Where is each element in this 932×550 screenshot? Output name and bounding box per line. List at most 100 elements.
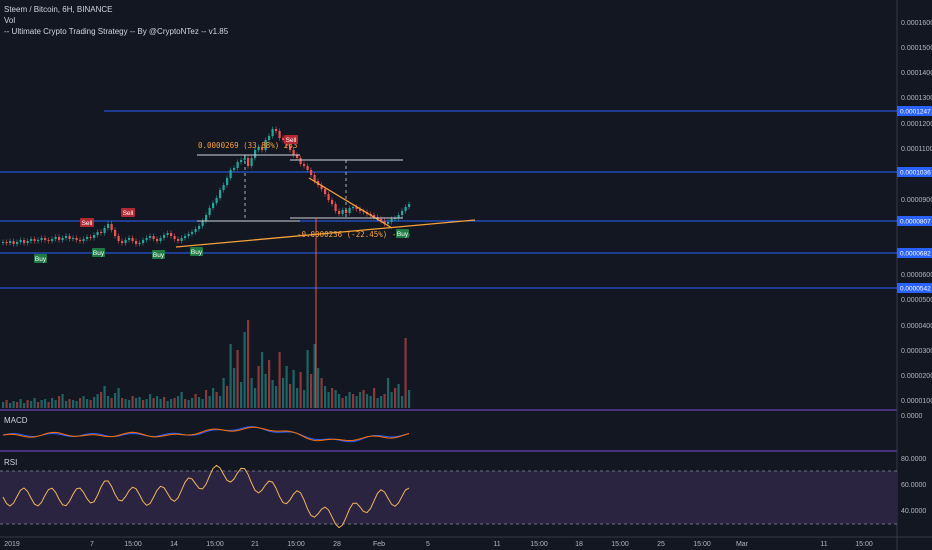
volume-bar[interactable] bbox=[313, 344, 316, 408]
candle[interactable] bbox=[261, 147, 264, 150]
volume-bar[interactable] bbox=[250, 378, 253, 408]
volume-bar[interactable] bbox=[135, 398, 138, 408]
price-level-tag[interactable] bbox=[897, 167, 932, 177]
candle[interactable] bbox=[348, 208, 351, 213]
candle[interactable] bbox=[198, 226, 201, 229]
volume-bar[interactable] bbox=[142, 400, 145, 408]
volume-bar[interactable] bbox=[177, 396, 180, 408]
candle[interactable] bbox=[33, 239, 36, 241]
candle[interactable] bbox=[324, 189, 327, 194]
volume-bar[interactable] bbox=[222, 378, 225, 408]
candle[interactable] bbox=[334, 204, 337, 211]
volume-bar[interactable] bbox=[261, 352, 264, 408]
volume-bar[interactable] bbox=[306, 350, 309, 408]
candle[interactable] bbox=[131, 238, 134, 241]
candle[interactable] bbox=[397, 215, 400, 218]
candle[interactable] bbox=[247, 158, 250, 166]
volume-bar[interactable] bbox=[79, 398, 82, 408]
volume-bar[interactable] bbox=[275, 386, 278, 408]
candle[interactable] bbox=[236, 162, 239, 168]
candle[interactable] bbox=[240, 160, 243, 162]
price-level-tag[interactable] bbox=[897, 106, 932, 116]
volume-bar[interactable] bbox=[121, 398, 124, 408]
candle[interactable] bbox=[320, 185, 323, 189]
chart-title[interactable]: Steem / Bitcoin, 6H, BINANCE bbox=[4, 5, 113, 14]
candle[interactable] bbox=[40, 238, 43, 240]
candle[interactable] bbox=[86, 237, 89, 239]
candle[interactable] bbox=[201, 221, 204, 226]
volume-bar[interactable] bbox=[394, 388, 397, 408]
volume-bar[interactable] bbox=[107, 396, 110, 408]
volume-bar[interactable] bbox=[289, 384, 292, 408]
buy-signal-tag[interactable] bbox=[396, 229, 409, 238]
volume-bar[interactable] bbox=[390, 392, 393, 408]
volume-bar[interactable] bbox=[366, 394, 369, 408]
candle[interactable] bbox=[61, 238, 64, 240]
volume-bar[interactable] bbox=[292, 370, 295, 408]
candle[interactable] bbox=[254, 150, 257, 158]
candle[interactable] bbox=[226, 178, 229, 185]
candle[interactable] bbox=[264, 140, 267, 150]
volume-bar[interactable] bbox=[233, 368, 236, 408]
price-level-tag[interactable] bbox=[897, 283, 932, 293]
volume-bar[interactable] bbox=[187, 400, 190, 408]
volume-bar[interactable] bbox=[201, 399, 204, 408]
candle[interactable] bbox=[159, 238, 162, 241]
candle[interactable] bbox=[152, 236, 155, 239]
volume-bar[interactable] bbox=[33, 398, 36, 408]
candle[interactable] bbox=[359, 209, 362, 211]
candle[interactable] bbox=[184, 236, 187, 238]
candle[interactable] bbox=[23, 240, 26, 243]
candle[interactable] bbox=[19, 240, 22, 242]
volume-bar[interactable] bbox=[96, 394, 99, 408]
candle[interactable] bbox=[299, 158, 302, 164]
candle[interactable] bbox=[114, 230, 117, 236]
volume-bar[interactable] bbox=[408, 390, 411, 408]
volume-bar[interactable] bbox=[163, 397, 166, 408]
volume-bar[interactable] bbox=[208, 396, 211, 408]
volume-bar[interactable] bbox=[110, 398, 113, 408]
volume-bar[interactable] bbox=[194, 394, 197, 408]
candle[interactable] bbox=[215, 198, 218, 203]
candle[interactable] bbox=[275, 129, 278, 131]
volume-bar[interactable] bbox=[212, 388, 215, 408]
candle[interactable] bbox=[222, 185, 225, 190]
volume-bar[interactable] bbox=[9, 403, 12, 408]
volume-bar[interactable] bbox=[299, 372, 302, 408]
candle[interactable] bbox=[296, 155, 299, 158]
volume-bar[interactable] bbox=[58, 396, 61, 408]
volume-bar[interactable] bbox=[180, 392, 183, 408]
volume-bar[interactable] bbox=[257, 366, 260, 408]
volume-bar[interactable] bbox=[303, 390, 306, 408]
candle[interactable] bbox=[383, 221, 386, 224]
volume-bar[interactable] bbox=[72, 400, 75, 408]
candle[interactable] bbox=[243, 158, 246, 160]
candle[interactable] bbox=[208, 208, 211, 215]
sell-signal-tag[interactable] bbox=[284, 135, 298, 144]
volume-bar[interactable] bbox=[215, 392, 218, 408]
volume-bar[interactable] bbox=[296, 388, 299, 408]
volume-bar[interactable] bbox=[40, 400, 43, 408]
volume-bar[interactable] bbox=[404, 338, 407, 408]
volume-bar[interactable] bbox=[149, 394, 152, 408]
candle[interactable] bbox=[93, 235, 96, 238]
candle[interactable] bbox=[100, 232, 103, 233]
volume-bar[interactable] bbox=[128, 400, 131, 408]
sell-signal-tag[interactable] bbox=[80, 218, 94, 227]
volume-bar[interactable] bbox=[401, 396, 404, 408]
candle[interactable] bbox=[135, 241, 138, 244]
volume-bar[interactable] bbox=[243, 332, 246, 408]
volume-bar[interactable] bbox=[369, 396, 372, 408]
volume-bar[interactable] bbox=[229, 344, 232, 408]
macd-pane-label[interactable]: MACD bbox=[4, 416, 28, 425]
candle[interactable] bbox=[306, 166, 309, 170]
volume-bar[interactable] bbox=[380, 396, 383, 408]
sell-signal-tag[interactable] bbox=[121, 208, 135, 217]
candle[interactable] bbox=[79, 240, 82, 241]
volume-bar[interactable] bbox=[170, 399, 173, 408]
candle[interactable] bbox=[173, 236, 176, 239]
candle[interactable] bbox=[82, 239, 85, 241]
candle[interactable] bbox=[289, 146, 292, 150]
candle[interactable] bbox=[257, 147, 260, 150]
candle[interactable] bbox=[30, 239, 33, 241]
